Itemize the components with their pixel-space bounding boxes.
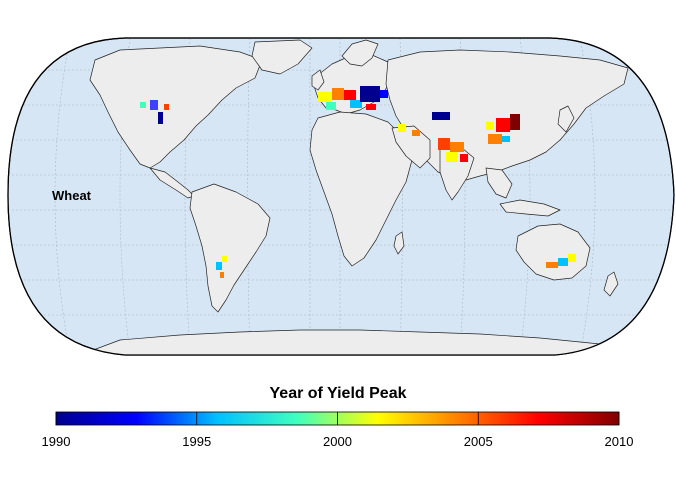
land-masses — [79, 39, 641, 355]
british-isles-landmass — [311, 69, 325, 91]
crop-label: Wheat — [52, 188, 92, 203]
colorbar-tick-label: 2010 — [605, 434, 634, 449]
yield-patch — [488, 134, 502, 144]
madagascar-landmass — [393, 231, 405, 255]
colorbar-tick-label: 2005 — [464, 434, 493, 449]
legend-title: Year of Yield Peak — [270, 385, 407, 402]
map-frame — [7, 37, 675, 356]
yield-patch — [220, 272, 224, 278]
colorbar-tick-label: 1995 — [182, 434, 211, 449]
yield-patch — [158, 112, 163, 124]
indonesia-landmass — [499, 199, 561, 217]
colorbar-ticks — [55, 412, 620, 425]
yield-patch — [366, 104, 376, 110]
australia-landmass — [515, 223, 591, 281]
yield-patch — [486, 122, 494, 130]
yield-patch — [150, 100, 158, 110]
yield-patch — [398, 124, 406, 132]
yield-patch — [164, 104, 169, 110]
yield-patch — [332, 88, 344, 100]
yield-patch — [318, 92, 332, 102]
yield-patch — [350, 100, 362, 108]
yield-patch — [496, 118, 510, 132]
japan-landmass — [557, 105, 575, 133]
yield-patch — [360, 86, 380, 102]
africa-landmass — [309, 111, 413, 267]
colorbar-tick-label: 2000 — [323, 434, 352, 449]
yield-peak-patches — [140, 86, 576, 278]
yield-patch — [510, 114, 520, 130]
yield-patch — [438, 138, 450, 150]
yield-patch — [460, 154, 468, 162]
colorbar-tick-labels: 1990 1995 2000 2005 2010 — [42, 434, 634, 449]
scandinavia-landmass — [341, 39, 379, 67]
yield-patch — [446, 152, 458, 162]
yield-patch — [344, 90, 356, 100]
yield-patch — [502, 136, 510, 142]
north-america-landmass — [89, 45, 263, 169]
southeast-asia-landmass — [485, 167, 513, 199]
new-zealand-landmass — [603, 271, 619, 297]
yield-patch — [222, 256, 227, 262]
yield-patch — [412, 130, 420, 136]
yield-patch — [568, 254, 576, 262]
yield-patch — [140, 102, 146, 108]
south-america-landmass — [189, 183, 271, 313]
yield-patch — [558, 258, 568, 266]
yield-patch — [432, 112, 450, 120]
yield-patch — [380, 90, 388, 98]
yield-patch — [216, 262, 222, 270]
arabia-landmass — [391, 125, 431, 169]
yield-patch — [546, 262, 558, 268]
colorbar-tick-label: 1990 — [42, 434, 71, 449]
yield-patch — [326, 102, 336, 110]
greenland-landmass — [251, 39, 313, 75]
yield-patch — [450, 142, 464, 152]
